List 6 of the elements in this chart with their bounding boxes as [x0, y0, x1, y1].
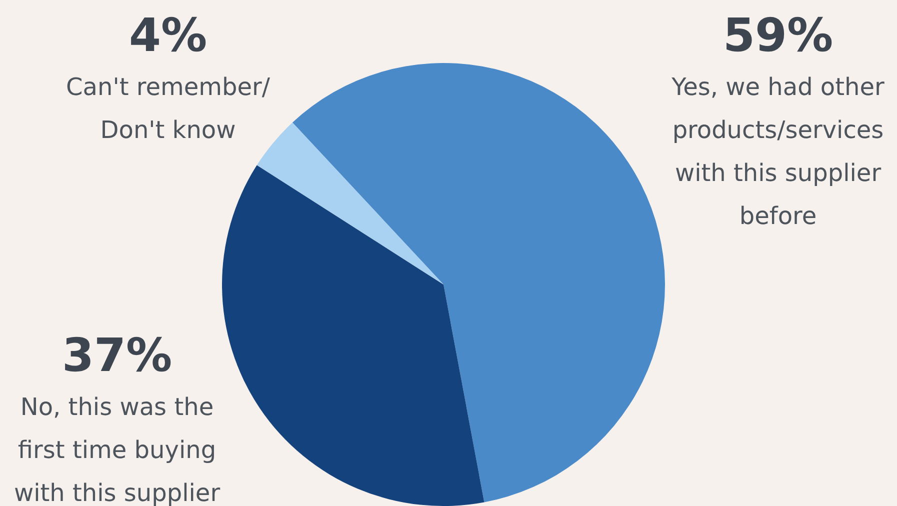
slice-label: Can't remember/ Don't know — [65, 72, 271, 146]
data-label: 59% — [722, 7, 834, 64]
slice-label: No, this was the first time buying with this supplier — [12, 392, 222, 506]
data-label: 4% — [128, 7, 208, 64]
data-label: 37% — [60, 327, 174, 384]
slice-label: Yes, we had other products/services with this supplier before — [670, 72, 886, 232]
